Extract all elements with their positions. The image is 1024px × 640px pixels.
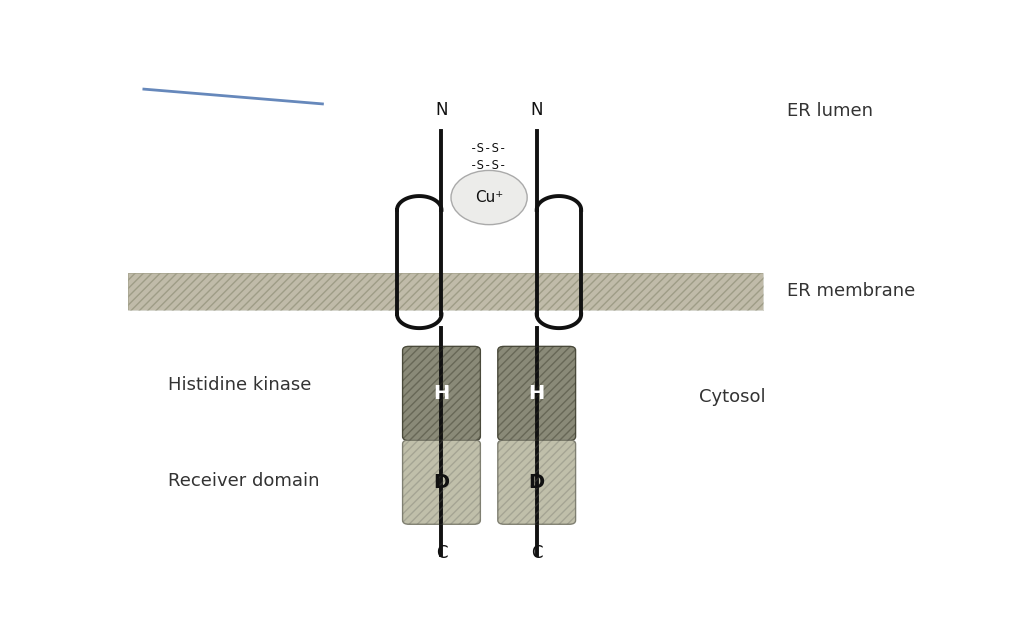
- Text: C: C: [531, 544, 543, 562]
- FancyBboxPatch shape: [498, 346, 575, 440]
- Text: -S-S-: -S-S-: [470, 159, 508, 172]
- FancyBboxPatch shape: [402, 346, 480, 440]
- FancyBboxPatch shape: [498, 440, 575, 524]
- Text: N: N: [530, 100, 543, 118]
- Text: -S-S-: -S-S-: [470, 141, 508, 155]
- Ellipse shape: [451, 170, 527, 225]
- Text: H: H: [433, 384, 450, 403]
- Text: Cytosol: Cytosol: [699, 388, 766, 406]
- Text: N: N: [435, 100, 447, 118]
- Text: Receiver domain: Receiver domain: [168, 472, 319, 490]
- Text: Histidine kinase: Histidine kinase: [168, 376, 311, 394]
- Text: ER membrane: ER membrane: [786, 282, 914, 300]
- Text: ER lumen: ER lumen: [786, 102, 872, 120]
- FancyBboxPatch shape: [402, 440, 480, 524]
- Text: D: D: [528, 472, 545, 492]
- Text: H: H: [528, 384, 545, 403]
- Text: D: D: [433, 472, 450, 492]
- FancyBboxPatch shape: [128, 273, 763, 310]
- Text: Cu⁺: Cu⁺: [475, 190, 503, 205]
- Text: C: C: [436, 544, 447, 562]
